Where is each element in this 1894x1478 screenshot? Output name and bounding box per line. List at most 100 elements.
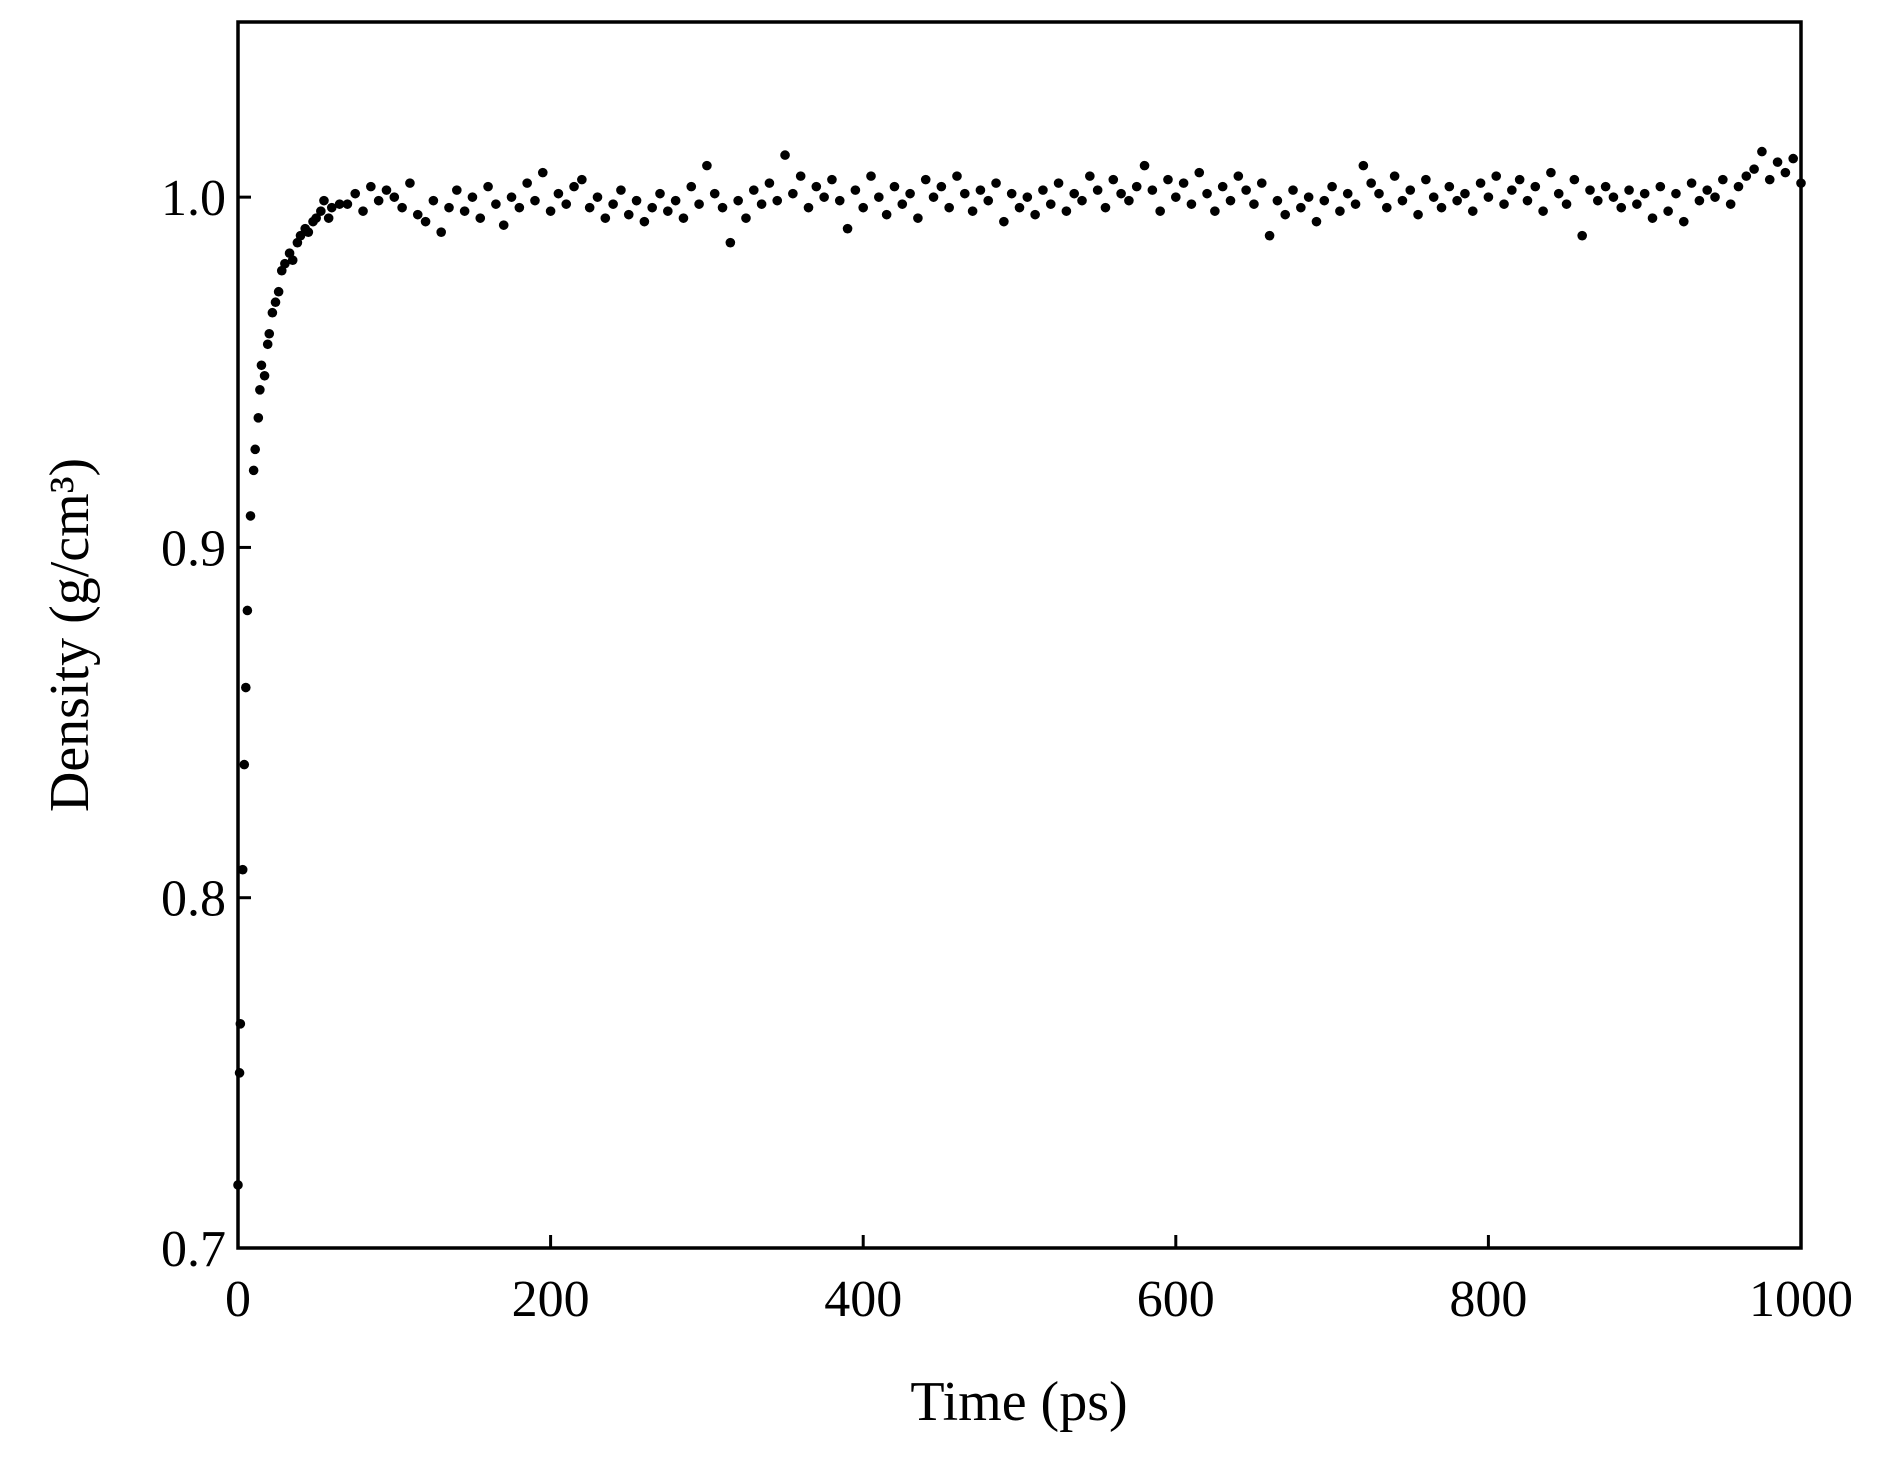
data-point	[1163, 174, 1173, 185]
data-point	[1249, 199, 1259, 209]
data-point	[834, 195, 845, 206]
data-point	[1366, 178, 1376, 188]
data-point	[1233, 171, 1244, 181]
data-point	[741, 213, 751, 223]
data-point	[1342, 188, 1353, 199]
data-point	[1210, 206, 1220, 216]
data-point	[506, 192, 517, 202]
data-point	[709, 188, 720, 199]
data-point	[702, 160, 712, 171]
data-point	[897, 199, 908, 209]
data-point	[1460, 188, 1470, 199]
data-point	[623, 209, 634, 220]
data-point	[444, 202, 454, 213]
data-point	[1358, 160, 1369, 171]
data-point	[239, 759, 250, 770]
data-point	[577, 174, 587, 185]
data-point	[467, 192, 478, 202]
data-point	[694, 199, 704, 209]
data-point	[1092, 185, 1103, 195]
data-point	[250, 444, 260, 455]
data-point	[1225, 195, 1236, 206]
data-point	[1639, 188, 1650, 199]
data-point	[1663, 206, 1673, 216]
data-point	[537, 167, 548, 178]
data-point	[1006, 188, 1017, 199]
data-point	[1428, 192, 1439, 202]
data-point	[233, 1180, 243, 1190]
data-point	[1100, 202, 1111, 213]
data-point	[1147, 185, 1158, 195]
data-point	[999, 216, 1009, 227]
data-point	[1421, 174, 1431, 185]
data-point	[756, 199, 767, 209]
data-point	[764, 178, 775, 188]
plot-frame	[236, 20, 1803, 1250]
data-point	[1413, 209, 1423, 220]
data-point	[1186, 199, 1197, 209]
data-point	[1530, 181, 1541, 192]
y-tick-label: 0.7	[161, 1221, 226, 1278]
data-point	[1124, 195, 1134, 206]
data-point	[366, 181, 376, 192]
data-point	[248, 465, 259, 476]
data-point	[373, 195, 384, 206]
data-point	[270, 297, 281, 308]
data-point	[717, 202, 728, 213]
data-point	[389, 192, 400, 202]
x-tick-label: 0	[225, 1271, 251, 1328]
data-point	[452, 185, 462, 195]
data-point	[975, 185, 986, 195]
data-point	[647, 202, 657, 213]
data-point	[748, 185, 759, 195]
x-tick-label: 600	[1137, 1271, 1215, 1328]
data-point	[326, 202, 337, 213]
data-point	[1702, 185, 1713, 195]
data-point	[1725, 199, 1736, 209]
data-point	[1577, 230, 1587, 241]
data-point	[1335, 206, 1345, 216]
data-point	[256, 360, 267, 371]
data-point	[866, 171, 876, 181]
data-point	[584, 202, 595, 213]
data-point	[639, 216, 650, 227]
data-point	[475, 213, 486, 223]
data-point	[733, 195, 743, 206]
data-point	[1647, 213, 1658, 223]
x-tick-label: 400	[824, 1271, 902, 1328]
data-point	[561, 199, 572, 209]
data-point	[811, 181, 822, 192]
data-point	[1780, 167, 1791, 178]
data-point	[1241, 185, 1251, 195]
data-point	[237, 864, 248, 875]
data-point	[1655, 181, 1666, 192]
x-tick-label: 200	[512, 1271, 590, 1328]
data-point	[1030, 209, 1040, 220]
data-point	[1733, 181, 1744, 192]
data-point	[1108, 174, 1119, 185]
data-point	[772, 195, 783, 206]
y-axis-label: Density (g/cm³)	[39, 458, 101, 812]
data-point	[686, 181, 697, 192]
data-point	[1397, 195, 1408, 206]
data-point	[1796, 178, 1806, 188]
data-point	[608, 199, 618, 209]
data-point	[1772, 157, 1783, 167]
data-point	[1749, 164, 1759, 174]
data-point	[858, 202, 868, 213]
data-point	[1616, 202, 1627, 213]
data-point	[1085, 171, 1095, 181]
data-point	[522, 178, 532, 188]
data-point	[1319, 195, 1330, 206]
data-point	[663, 206, 673, 216]
data-point	[267, 307, 278, 318]
data-point	[1561, 199, 1572, 209]
data-point	[616, 185, 626, 195]
data-point	[1069, 188, 1080, 199]
data-point	[1350, 199, 1361, 209]
data-point	[1632, 199, 1642, 209]
data-point	[514, 202, 525, 213]
data-point	[273, 286, 284, 297]
data-point	[1194, 167, 1205, 178]
data-point	[1593, 195, 1603, 206]
